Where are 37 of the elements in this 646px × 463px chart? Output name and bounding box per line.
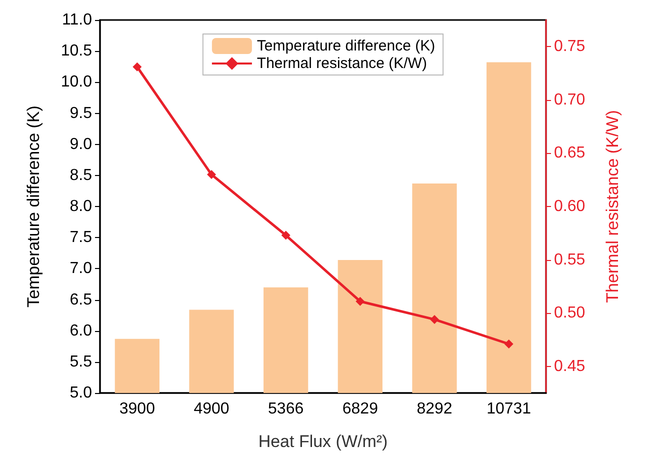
point xyxy=(281,230,290,240)
x-tick-label: 8292 xyxy=(416,400,452,418)
y2-tick-label: 0.60 xyxy=(554,198,586,215)
y-tick-label: 7.0 xyxy=(70,260,92,278)
point xyxy=(504,339,514,348)
y2-tick-label: 0.50 xyxy=(554,304,586,322)
y-tick-label: 9.0 xyxy=(70,136,92,153)
y-tick-label: 8.5 xyxy=(70,166,92,184)
x-tick-label: 4900 xyxy=(194,400,230,418)
y2-tick-label: 0.55 xyxy=(554,251,586,268)
y-tick-label: 9.5 xyxy=(70,104,92,122)
y-tick-label: 5.0 xyxy=(70,384,92,402)
y-tick-label: 6.0 xyxy=(70,322,92,340)
x-tick-label: 10731 xyxy=(486,400,532,418)
y2-tick-label: 0.75 xyxy=(554,38,586,56)
y2-tick-label: 0.45 xyxy=(554,358,586,375)
legend-label: Temperature difference (K) xyxy=(256,38,436,54)
y-tick-label: 10.0 xyxy=(60,74,92,91)
point xyxy=(356,296,365,306)
y-tick-label: 7.5 xyxy=(70,229,92,246)
point xyxy=(207,170,216,180)
y-axis-title: Temperature difference (K) xyxy=(24,106,43,308)
x-axis-title: Heat Flux (W/m²) xyxy=(258,432,388,451)
legend-label: Thermal resistance (K/W) xyxy=(256,55,427,72)
y2-tick-label: 0.70 xyxy=(554,91,586,108)
y-tick-label: 10.5 xyxy=(60,42,92,60)
y-tick-label: 5.5 xyxy=(70,353,92,370)
x-tick-label: 5366 xyxy=(268,400,304,418)
x-tick-label: 6829 xyxy=(342,400,378,418)
y2-tick-label: 0.65 xyxy=(554,144,586,162)
y-tick-label: 8.0 xyxy=(70,198,92,215)
y2-axis-title: Thermal resistance (K/W) xyxy=(603,110,622,303)
y-tick-label: 11.0 xyxy=(62,12,92,28)
point xyxy=(430,314,439,324)
point xyxy=(132,62,142,72)
x-tick-label: 3900 xyxy=(119,400,156,418)
y-tick-label: 6.5 xyxy=(70,291,92,308)
